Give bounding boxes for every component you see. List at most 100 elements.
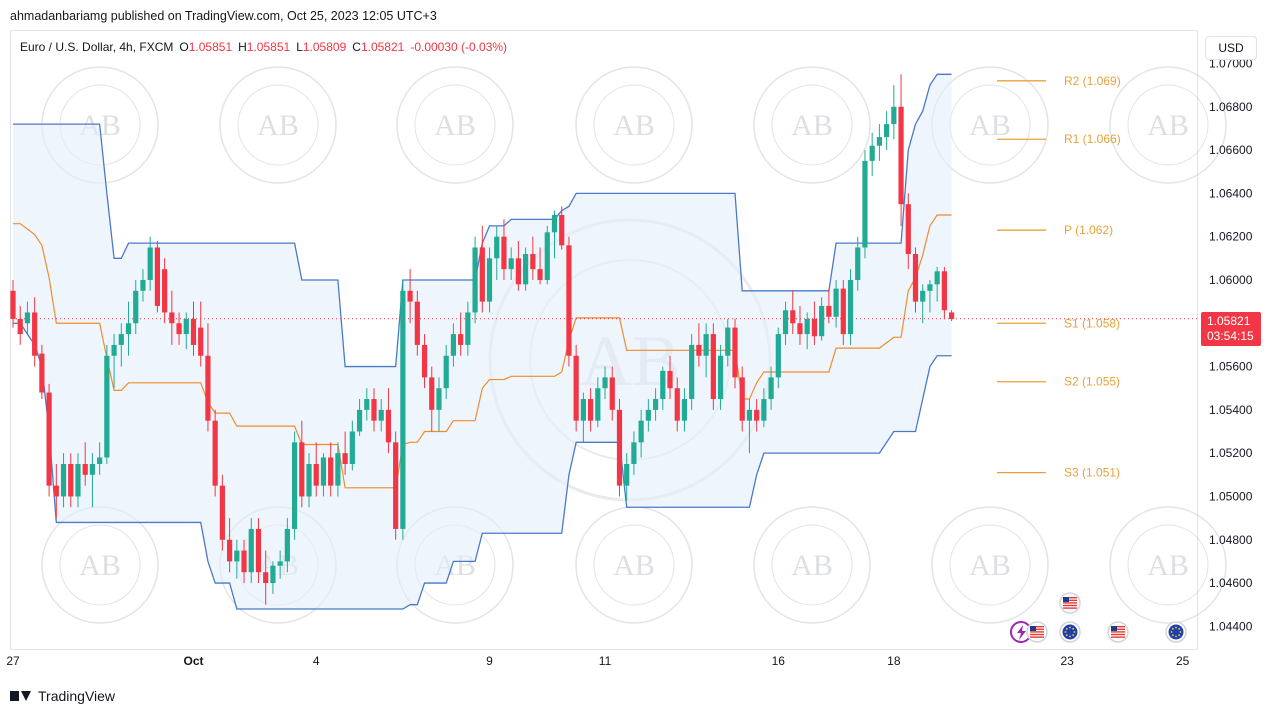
candle xyxy=(10,279,16,328)
candle xyxy=(905,193,911,270)
flag-stripe xyxy=(1111,633,1125,636)
last-price-value: 1.05821 xyxy=(1207,314,1251,328)
watermark-inner-ring xyxy=(771,84,853,166)
candle-body xyxy=(364,399,370,410)
candle-body xyxy=(82,463,88,475)
candle xyxy=(291,431,298,540)
candle xyxy=(169,290,175,345)
candle xyxy=(631,431,637,475)
time-tick-label: 4 xyxy=(313,654,320,668)
candle xyxy=(761,388,767,428)
candle-body xyxy=(486,258,493,302)
candle xyxy=(284,518,290,573)
candle xyxy=(328,442,334,497)
candle xyxy=(703,323,709,378)
candle-body xyxy=(761,399,767,421)
time-tick-label: 23 xyxy=(1060,654,1074,668)
candle xyxy=(89,453,96,508)
candle-body xyxy=(660,370,666,400)
watermark-logo: AB xyxy=(1109,66,1227,184)
candle-body xyxy=(703,334,709,356)
watermark-text: AB xyxy=(969,109,1011,142)
candle xyxy=(421,334,428,389)
candle xyxy=(342,431,348,475)
candle xyxy=(68,453,74,508)
candle-body xyxy=(125,323,132,335)
candle-body xyxy=(717,355,724,400)
flag-stripe xyxy=(1111,628,1125,630)
candle-body xyxy=(479,247,485,302)
candle xyxy=(270,561,276,594)
candle xyxy=(790,290,796,335)
candle-body xyxy=(537,269,543,280)
economic-events[interactable] xyxy=(1010,592,1187,643)
candle-body xyxy=(826,305,832,317)
candle xyxy=(551,210,558,259)
candle xyxy=(429,366,435,432)
high-label: H xyxy=(238,40,247,54)
watermark-ring xyxy=(396,66,514,184)
candle-body xyxy=(631,442,637,464)
candle-body xyxy=(176,323,182,335)
flag-stripe xyxy=(1030,633,1044,636)
watermark-logo: AB xyxy=(931,506,1049,624)
candle-body xyxy=(609,377,615,410)
candle xyxy=(450,323,457,367)
candle xyxy=(660,366,666,410)
tradingview-footer[interactable]: TradingView xyxy=(10,688,115,704)
flag-star xyxy=(1170,631,1173,633)
change-value: -0.00030 (-0.03%) xyxy=(410,40,508,54)
candle-body xyxy=(227,539,233,562)
candle-body xyxy=(804,318,810,335)
candle xyxy=(75,453,81,508)
candle xyxy=(920,284,926,324)
eu-flag-icon xyxy=(1165,621,1187,643)
candle xyxy=(717,344,724,410)
watermark-logo: AB xyxy=(1109,506,1227,624)
flag-star xyxy=(1069,635,1071,638)
candle xyxy=(876,124,882,161)
candle xyxy=(111,334,117,389)
candle-body xyxy=(876,137,882,146)
price-axis[interactable]: 1.070001.068001.066001.064001.062001.060… xyxy=(1209,56,1253,633)
watermark-text: AB xyxy=(613,109,655,142)
watermark-ring xyxy=(753,506,871,624)
candle xyxy=(530,236,536,280)
candle-body xyxy=(414,301,420,345)
candle-body xyxy=(284,528,290,562)
symbol-title[interactable]: Euro / U.S. Dollar, 4h, FXCM xyxy=(20,40,174,54)
flag-star xyxy=(1072,627,1075,630)
channel-lower-line xyxy=(13,322,952,610)
candle xyxy=(559,206,565,250)
time-axis[interactable]: 27Oct49111618232530 xyxy=(6,654,1280,668)
candle-body xyxy=(710,334,716,400)
candle xyxy=(544,225,550,285)
watermark-inner-ring xyxy=(414,84,496,166)
candle-body xyxy=(450,334,457,356)
candle xyxy=(385,388,392,454)
candle xyxy=(696,323,702,367)
watermark-ring xyxy=(931,506,1049,624)
bar-countdown: 03:54:15 xyxy=(1207,329,1254,343)
candle-body xyxy=(746,409,753,421)
price-tick-label: 1.06600 xyxy=(1209,143,1253,157)
candle xyxy=(826,288,832,324)
candle-body xyxy=(429,377,435,410)
watermark-text: AB xyxy=(257,109,299,142)
low-value: 1.05809 xyxy=(302,40,347,54)
candle-body xyxy=(371,399,377,421)
flag-star xyxy=(1175,626,1177,629)
candle-body xyxy=(39,353,45,393)
candle xyxy=(46,383,52,497)
candle xyxy=(775,327,781,389)
candle-body xyxy=(140,279,146,291)
flag-star xyxy=(1069,626,1071,629)
currency-button[interactable]: USD xyxy=(1205,36,1257,60)
candle-body xyxy=(421,344,428,378)
flag-stripe xyxy=(1111,631,1125,633)
watermark-inner-ring xyxy=(237,84,319,166)
candle-body xyxy=(335,453,341,486)
candle xyxy=(371,388,377,432)
candle xyxy=(768,366,774,410)
